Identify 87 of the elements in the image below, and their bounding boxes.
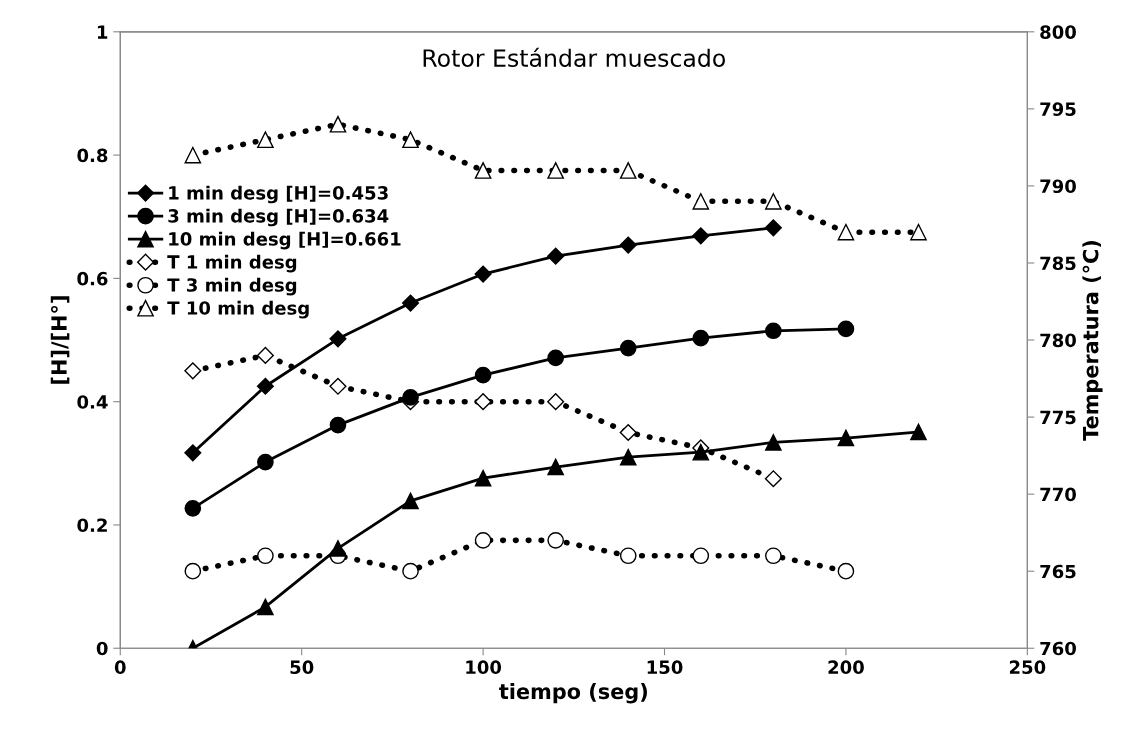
point: [619, 339, 637, 357]
point: [474, 532, 492, 549]
point: [910, 423, 927, 441]
point: [401, 294, 420, 312]
y2-axis-title: Temperatura (°C): [1082, 240, 1103, 441]
point: [402, 131, 419, 149]
point: [547, 458, 564, 476]
y2-tick-label: 775: [1040, 410, 1076, 425]
point: [402, 389, 419, 406]
y2-tick-label: 790: [1040, 179, 1076, 194]
x-tick-label: 150: [647, 660, 683, 675]
y2-tick-label: 780: [1040, 333, 1076, 348]
point: [837, 320, 855, 338]
y-tick-label: 1: [97, 25, 108, 39]
point: [184, 362, 202, 380]
point: [692, 193, 710, 210]
point: [765, 193, 782, 210]
y-tick-label: 0.2: [77, 518, 107, 533]
point: [765, 434, 782, 451]
y-tick-label: 0.8: [77, 148, 108, 163]
point: [257, 547, 274, 565]
legend-label: T 3 min desg: [167, 277, 297, 296]
point: [474, 162, 492, 179]
point: [257, 131, 274, 149]
y2-tick-label: 800: [1040, 25, 1076, 39]
y-tick-label: 0.4: [77, 395, 108, 409]
point: [329, 115, 347, 133]
point: [837, 562, 855, 580]
point: [547, 393, 565, 411]
point: [474, 366, 492, 384]
point: [619, 236, 637, 254]
x-axis-title: tiempo (seg): [499, 683, 647, 704]
point: [692, 443, 710, 461]
point: [692, 227, 710, 245]
text: Rotor Estándar muescado: [423, 47, 725, 67]
point: [329, 377, 347, 395]
point: [547, 247, 565, 265]
point: [619, 423, 637, 442]
point: [619, 162, 637, 179]
point: [257, 453, 274, 471]
point: [764, 219, 782, 237]
point: [257, 598, 274, 616]
y2-tick-label: 785: [1040, 256, 1076, 271]
x-tick-label: 0: [114, 660, 126, 675]
point: [184, 499, 202, 517]
point: [402, 492, 419, 510]
y2-tick-label: 760: [1040, 641, 1076, 656]
point: [256, 346, 274, 364]
point: [547, 532, 564, 549]
point: [184, 562, 202, 580]
y-tick-label: 0.6: [77, 271, 108, 286]
x-tick-label: 200: [828, 660, 864, 675]
point: [256, 377, 274, 395]
legend-label: T 1 min desg: [167, 254, 297, 273]
point: [692, 547, 710, 565]
point: [402, 562, 419, 580]
y2-tick-label: 765: [1040, 564, 1076, 579]
point: [765, 547, 782, 565]
point: [474, 393, 492, 411]
x-tick-label: 100: [466, 660, 502, 675]
point: [547, 162, 564, 179]
point: [764, 470, 782, 488]
y-axis-title: [H]/[H°]: [50, 296, 70, 384]
point: [692, 329, 710, 347]
point: [329, 416, 347, 434]
point: [474, 469, 492, 487]
x-tick-label: 50: [290, 660, 314, 675]
legend-label: 3 min desg [H]=0.634: [168, 208, 389, 227]
legend-label: 1 min desg [H]=0.453: [169, 185, 388, 204]
point: [184, 146, 202, 164]
point: [619, 448, 637, 466]
y2-tick-label: 795: [1040, 102, 1076, 116]
point: [837, 223, 855, 241]
point: [837, 429, 855, 447]
point: [910, 223, 927, 241]
point: [329, 330, 347, 348]
legend-label: 10 min desg [H]=0.661: [169, 231, 401, 250]
point: [619, 547, 637, 565]
legend-label: T 10 min desg: [167, 300, 309, 319]
point: [329, 540, 347, 557]
x-tick-label: 250: [1009, 660, 1046, 675]
point: [474, 265, 492, 283]
y-tick-label: 0: [96, 641, 108, 656]
point: [765, 322, 782, 340]
y2-tick-label: 770: [1040, 487, 1076, 502]
point: [547, 349, 564, 367]
point: [184, 444, 202, 462]
